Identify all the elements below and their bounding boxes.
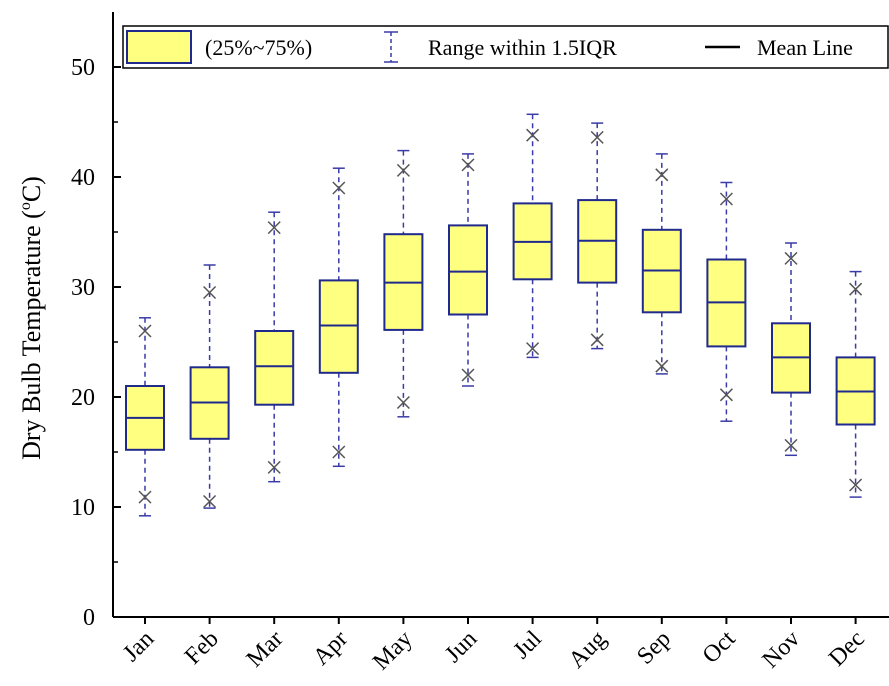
y-axis: 0 10 20 30 40 50 <box>71 55 121 631</box>
outlier-high-marker-stroke <box>461 158 475 172</box>
outlier-high-marker-stroke <box>655 168 669 182</box>
outlier-high-marker <box>590 130 604 144</box>
outlier-high-marker-stroke <box>332 181 346 195</box>
outlier-low-marker <box>849 478 863 492</box>
legend-frame <box>122 25 889 69</box>
y-tick-label: 10 <box>71 495 95 521</box>
x-tick-label-sep: Sep <box>632 626 676 670</box>
outlier-low-marker-stroke <box>590 333 604 347</box>
outlier-low-marker-stroke <box>203 494 217 509</box>
y-tick-label: 0 <box>83 605 95 631</box>
box-oct <box>706 181 747 422</box>
y-axis-title-main: Dry Bulb Temperature ( <box>17 210 46 460</box>
outlier-low-marker-stroke <box>849 478 863 492</box>
y-axis-title: Dry Bulb Temperature (oC) <box>17 176 46 460</box>
outlier-high-marker-stroke <box>590 130 604 144</box>
legend-box-label: (25%~75%) <box>205 35 312 60</box>
legend: (25%~75%) Range within 1.5IQR Mean Line <box>122 25 889 69</box>
outlier-high-marker <box>784 251 798 265</box>
x-tick-label-mar: Mar <box>242 626 289 673</box>
x-tick-label-oct: Oct <box>698 626 741 669</box>
box-mar <box>254 211 295 483</box>
outlier-high-marker-stroke <box>719 192 733 206</box>
x-tick-label-jul: Jul <box>509 626 547 664</box>
x-tick-label-nov: Nov <box>758 626 806 674</box>
outlier-high-marker <box>203 285 217 300</box>
outlier-high-marker-stroke <box>138 324 152 338</box>
outlier-low-marker-stroke <box>461 368 475 382</box>
iqr-box <box>318 279 359 374</box>
outlier-high-marker <box>719 192 733 206</box>
outlier-low-marker <box>267 460 281 474</box>
outlier-low-marker-stroke <box>396 395 410 410</box>
outlier-high-marker <box>849 282 863 296</box>
box-feb <box>189 264 230 509</box>
box-apr <box>318 167 359 468</box>
outlier-high-marker <box>396 163 410 177</box>
y-tick-label: 50 <box>71 55 95 81</box>
x-tick-label-may: May <box>368 626 417 675</box>
legend-whisker-label: Range within 1.5IQR <box>428 35 617 60</box>
iqr-box <box>254 330 295 406</box>
outlier-high-marker <box>461 158 475 172</box>
outlier-low-marker <box>203 494 217 509</box>
outlier-high-marker-stroke <box>526 128 540 142</box>
outlier-high-marker-stroke <box>267 221 281 235</box>
outlier-low-marker-stroke <box>784 438 798 452</box>
plot-area <box>125 113 876 517</box>
outlier-high-marker <box>138 324 152 338</box>
x-tick-label-aug: Aug <box>564 626 612 674</box>
outlier-high-marker <box>655 168 669 182</box>
box-nov <box>771 242 811 457</box>
y-axis-title-unit: C) <box>17 176 46 202</box>
outlier-low-marker <box>396 395 410 410</box>
legend-whisker-swatch <box>384 31 398 63</box>
outlier-high-marker <box>332 181 346 195</box>
box-aug <box>577 122 618 350</box>
outlier-high-marker-stroke <box>396 163 410 177</box>
outlier-low-marker <box>138 490 152 504</box>
x-tick-label-apr: Apr <box>308 626 353 671</box>
legend-box-swatch <box>126 30 192 64</box>
box-may <box>383 149 424 418</box>
x-tick-label-feb: Feb <box>180 626 224 670</box>
outlier-low-marker-stroke <box>332 445 346 459</box>
outlier-low-marker-stroke <box>267 460 281 474</box>
outlier-low-marker-stroke <box>719 388 733 402</box>
legend-mean-label: Mean Line <box>757 35 853 60</box>
box-jun <box>448 153 488 387</box>
y-tick-label: 20 <box>71 385 95 411</box>
outlier-high-marker-stroke <box>784 251 798 265</box>
outlier-low-marker-stroke <box>526 342 540 356</box>
y-tick-label: 40 <box>71 165 95 191</box>
y-axis-title-superscript: o <box>17 202 34 210</box>
outlier-low-marker <box>719 388 733 402</box>
x-tick-label-jun: Jun <box>440 626 482 668</box>
x-axis: Jan Feb Mar Apr May Jun Jul Aug Sep Oct Nov Dec <box>118 617 870 675</box>
x-tick-label-jan: Jan <box>118 626 159 667</box>
outlier-high-marker <box>526 128 540 142</box>
y-tick-label: 30 <box>71 275 95 301</box>
box-jul <box>512 113 553 359</box>
box-dec <box>835 270 876 498</box>
outlier-low-marker-stroke <box>138 490 152 504</box>
outlier-high-marker <box>267 221 281 235</box>
outlier-low-marker <box>461 368 475 382</box>
outlier-low-marker <box>332 445 346 459</box>
iqr-box <box>448 224 488 316</box>
box-jan <box>125 317 165 517</box>
outlier-low-marker <box>526 342 540 356</box>
outlier-high-marker-stroke <box>849 282 863 296</box>
outlier-low-marker <box>655 359 669 373</box>
x-tick-label-dec: Dec <box>824 626 870 672</box>
outlier-high-marker-stroke <box>203 285 217 300</box>
outlier-low-marker-stroke <box>655 359 669 373</box>
box-sep <box>641 153 682 375</box>
outlier-low-marker <box>784 438 798 452</box>
outlier-low-marker <box>590 333 604 347</box>
